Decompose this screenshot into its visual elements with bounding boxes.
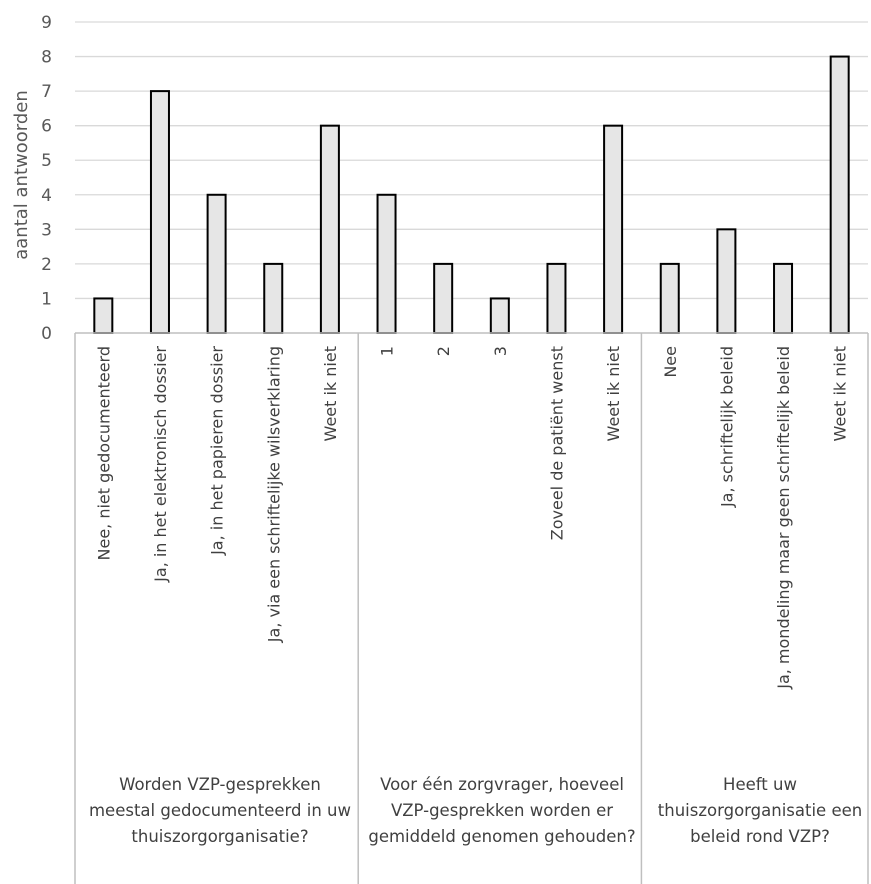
y-tick-label: 4 (41, 186, 52, 206)
bar (603, 124, 624, 334)
y-tick-label: 9 (41, 13, 52, 33)
axes (74, 332, 869, 884)
category-label: Ja, in het elektronisch dossier (151, 346, 170, 583)
category-label: 3 (491, 346, 510, 356)
bar (659, 262, 680, 334)
bar (206, 193, 227, 334)
category-label: Ja, schriftelijk beleid (717, 346, 736, 508)
bar (376, 193, 397, 334)
category-label: 1 (378, 346, 397, 356)
category-labels: Nee, niet gedocumenteerd Ja, in het elekt… (94, 346, 849, 690)
category-label: Zoveel de patiënt wenst (547, 346, 566, 540)
y-tick-label: 3 (41, 220, 52, 240)
category-label: Nee, niet gedocumenteerd (94, 346, 113, 560)
category-label: Ja, mondeling maar geen schriftelijk bel… (774, 346, 793, 690)
y-tick-label: 1 (41, 289, 52, 309)
bar (319, 124, 340, 334)
group-label-frequency: Voor één zorgvrager, hoeveel VZP-gesprek… (368, 775, 636, 846)
y-tick-label: 6 (41, 117, 52, 137)
bar (716, 228, 737, 334)
category-label: Ja, in het papieren dossier (208, 346, 227, 556)
category-label: Ja, via een schriftelijke wilsverklaring (264, 346, 283, 643)
bar (93, 297, 114, 335)
category-label: Weet ik niet (831, 346, 850, 441)
category-label: 2 (434, 346, 453, 356)
y-tick-labels: 0 1 2 3 4 5 6 7 8 9 (41, 13, 52, 344)
y-tick-label: 2 (41, 255, 52, 275)
group-label-policy: Heeft uw thuiszorgorganisatie een beleid… (657, 775, 863, 846)
bar (433, 262, 454, 334)
y-tick-label: 0 (41, 324, 52, 344)
bar (263, 262, 284, 334)
y-tick-label: 7 (41, 82, 52, 102)
y-tick-label: 5 (41, 151, 52, 171)
bar (773, 262, 794, 334)
bar (829, 55, 850, 335)
y-axis-title: aantal antwoorden (11, 90, 32, 260)
category-label: Nee (661, 346, 680, 378)
y-tick-label: 8 (41, 48, 52, 68)
category-label: Weet ik niet (604, 346, 623, 441)
gridlines (75, 21, 868, 300)
bar (489, 297, 510, 335)
category-label: Weet ik niet (321, 346, 340, 441)
bar (546, 262, 567, 334)
bar (149, 90, 170, 334)
group-label-documentation: Worden VZP-gesprekken meestal gedocument… (88, 775, 351, 846)
